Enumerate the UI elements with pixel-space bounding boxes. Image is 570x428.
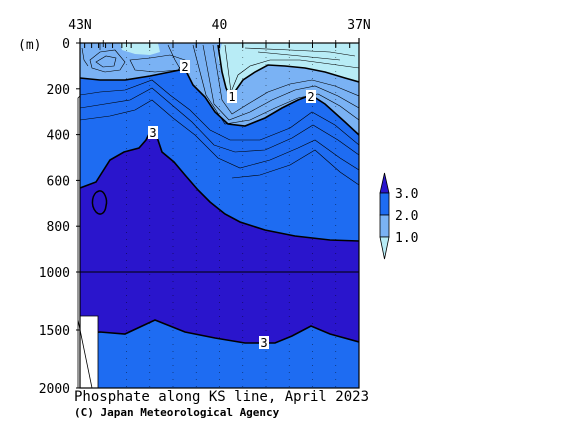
- y-tick-label: 1000: [39, 266, 70, 281]
- y-axis-label: (m): [18, 38, 41, 53]
- y-tick-label: 200: [47, 83, 70, 98]
- chart-credit: (C) Japan Meteorological Agency: [74, 406, 280, 419]
- svg-text:2: 2: [307, 90, 314, 104]
- legend-swatch-1-2: [379, 214, 390, 238]
- color-legend: 3.0 2.0 1.0: [379, 172, 418, 260]
- svg-text:3: 3: [260, 336, 267, 350]
- legend-level-label: 3.0: [395, 187, 418, 202]
- y-tick-label: 400: [47, 129, 70, 144]
- contour-3-upper: [80, 126, 359, 242]
- legend-level-label: 2.0: [395, 209, 418, 224]
- legend-swatch-lt1: [379, 236, 390, 260]
- station-grid: [126, 43, 337, 388]
- legend-swatch-gt3: [379, 172, 390, 194]
- svg-text:1: 1: [228, 90, 235, 104]
- filled-regions: [80, 43, 359, 388]
- contour-label: 3: [259, 336, 269, 350]
- contour-label: 2: [306, 90, 316, 104]
- legend-level-label: 1.0: [395, 231, 418, 246]
- x-tick-label: 37N: [347, 18, 370, 33]
- region-gt3: [80, 128, 359, 343]
- x-tick-label: 40: [212, 18, 228, 33]
- contour-3-lower: [80, 319, 359, 344]
- x-tick-label: 43N: [68, 18, 91, 33]
- y-tick-label: 800: [47, 220, 70, 235]
- contour-label: 3: [148, 126, 158, 140]
- contour-label: 1: [227, 90, 237, 104]
- contour-label: 2: [180, 60, 190, 74]
- chart-title: Phosphate along KS line, April 2023: [74, 389, 370, 405]
- contour-labels: 2 1 2 3 3: [148, 60, 316, 350]
- contour-1: [217, 44, 359, 100]
- svg-text:3: 3: [149, 126, 156, 140]
- y-tick-label: 0: [62, 37, 70, 52]
- axes: (m) 0 200 400 600 800 1000 1500 2000 43N 40 37N: [18, 18, 371, 397]
- region-gt3-eddy: [91, 190, 108, 215]
- isolines-thin: [80, 43, 359, 186]
- svg-text:2: 2: [181, 60, 188, 74]
- legend-swatch-2-3: [379, 192, 390, 216]
- y-tick-label: 1500: [39, 324, 70, 339]
- region-lt1: [218, 43, 359, 98]
- y-tick-label: 2000: [39, 382, 70, 397]
- y-tick-label: 600: [47, 174, 70, 189]
